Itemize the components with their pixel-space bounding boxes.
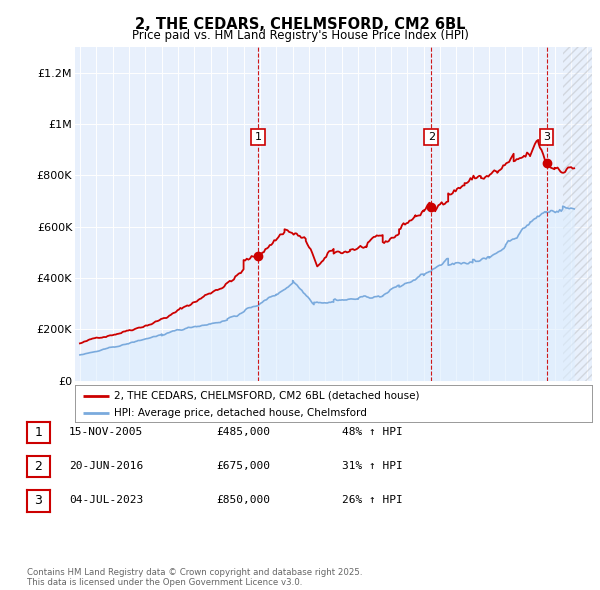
Text: 3: 3 [34,494,43,507]
Text: 3: 3 [543,132,550,142]
Text: 1: 1 [254,132,262,142]
Text: 2: 2 [428,132,435,142]
Text: 04-JUL-2023: 04-JUL-2023 [69,496,143,505]
Text: 20-JUN-2016: 20-JUN-2016 [69,461,143,471]
Text: 26% ↑ HPI: 26% ↑ HPI [342,496,403,505]
Text: 31% ↑ HPI: 31% ↑ HPI [342,461,403,471]
Text: £850,000: £850,000 [216,496,270,505]
Text: 1: 1 [34,426,43,439]
Text: £675,000: £675,000 [216,461,270,471]
Text: HPI: Average price, detached house, Chelmsford: HPI: Average price, detached house, Chel… [114,408,367,418]
Text: 48% ↑ HPI: 48% ↑ HPI [342,427,403,437]
Text: Contains HM Land Registry data © Crown copyright and database right 2025.
This d: Contains HM Land Registry data © Crown c… [27,568,362,587]
Text: 2, THE CEDARS, CHELMSFORD, CM2 6BL: 2, THE CEDARS, CHELMSFORD, CM2 6BL [135,17,465,31]
Text: 2, THE CEDARS, CHELMSFORD, CM2 6BL (detached house): 2, THE CEDARS, CHELMSFORD, CM2 6BL (deta… [114,391,419,401]
Text: £485,000: £485,000 [216,427,270,437]
Text: 2: 2 [34,460,43,473]
Text: Price paid vs. HM Land Registry's House Price Index (HPI): Price paid vs. HM Land Registry's House … [131,30,469,42]
Text: 15-NOV-2005: 15-NOV-2005 [69,427,143,437]
